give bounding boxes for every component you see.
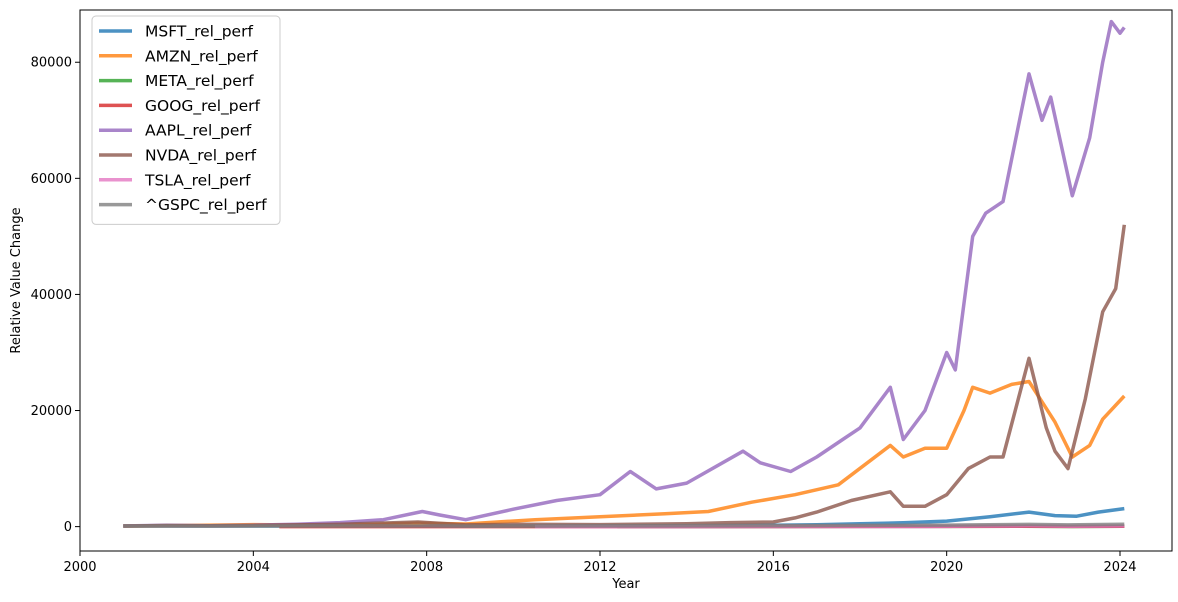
x-axis-label: Year [611, 577, 640, 592]
x-tick-label: 2020 [930, 560, 963, 575]
legend-label-tsla-rel-perf: TSLA_rel_perf [144, 171, 251, 190]
y-tick-label: 60000 [31, 172, 72, 187]
legend-label-gspc-rel-perf: ^GSPC_rel_perf [145, 196, 267, 215]
y-tick-label: 80000 [31, 56, 72, 71]
x-tick-label: 2008 [410, 560, 443, 575]
x-tick-label: 2000 [63, 560, 96, 575]
y-tick-label: 20000 [31, 404, 72, 419]
x-axis: 2000 2004 2008 2012 2016 2020 2024 [63, 551, 1137, 575]
x-tick-label: 2004 [237, 560, 270, 575]
series-line-gspc-rel-perf [123, 522, 1125, 528]
legend-label-aapl-rel-perf: AAPL_rel_perf [145, 122, 252, 141]
legend: MSFT_rel_perf AMZN_rel_perf META_rel_perf G… [91, 15, 281, 225]
y-axis-label: Relative Value Change [9, 207, 24, 353]
y-tick-label: 40000 [31, 288, 72, 303]
plot-lines [123, 19, 1127, 529]
legend-label-meta-rel-perf: META_rel_perf [145, 72, 254, 91]
legend-label-nvda-rel-perf: NVDA_rel_perf [145, 147, 257, 166]
series-line-aapl-rel-perf [123, 19, 1126, 528]
x-tick-label: 2012 [583, 560, 616, 575]
x-tick-label: 2016 [757, 560, 790, 575]
legend-label-goog-rel-perf: GOOG_rel_perf [145, 97, 261, 116]
plot-frame [79, 9, 1173, 552]
series-line-amzn-rel-perf [123, 379, 1126, 528]
legend-label-amzn-rel-perf: AMZN_rel_perf [145, 47, 258, 66]
y-tick-label: 0 [64, 520, 72, 535]
y-axis: 0 20000 40000 60000 80000 [31, 56, 80, 535]
legend-frame [91, 15, 281, 225]
series-line-nvda-rel-perf [123, 224, 1127, 528]
x-tick-label: 2024 [1103, 560, 1136, 575]
legend-label-msft-rel-perf: MSFT_rel_perf [145, 23, 253, 42]
